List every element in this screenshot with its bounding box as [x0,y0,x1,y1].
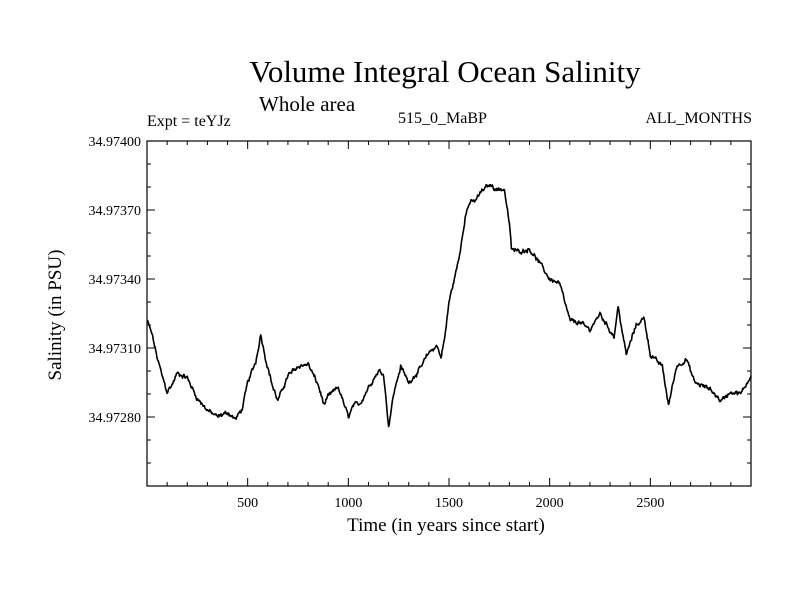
x-tick-label: 1000 [334,496,362,511]
y-tick-label: 34.97310 [89,342,142,357]
x-tick-label: 500 [237,496,258,511]
y-tick-label: 34.97280 [89,411,142,426]
x-tick-label: 1500 [435,496,463,511]
y-tick-label: 34.97400 [89,135,142,150]
series-group [146,183,752,428]
y-tick-label: 34.97340 [89,273,142,288]
x-tick-label: 2500 [636,496,664,511]
salinity-series-line [146,183,752,428]
plot-frame [146,140,752,487]
expt-label: Expt = teYJz [147,113,231,130]
x-tick-label: 2000 [536,496,564,511]
months-label: ALL_MONTHS [645,110,752,127]
y-tick-label: 34.97370 [89,204,142,219]
period-label: 515_0_MaBP [398,110,487,127]
x-axis-label: Time (in years since start) [347,515,545,536]
chart-title: Volume Integral Ocean Salinity [249,54,641,89]
chart-subtitle: Whole area [259,92,356,116]
axis-ticks: 500 1000 1500 2000 2500 34.97280 34.97310 34.97… [89,135,751,511]
